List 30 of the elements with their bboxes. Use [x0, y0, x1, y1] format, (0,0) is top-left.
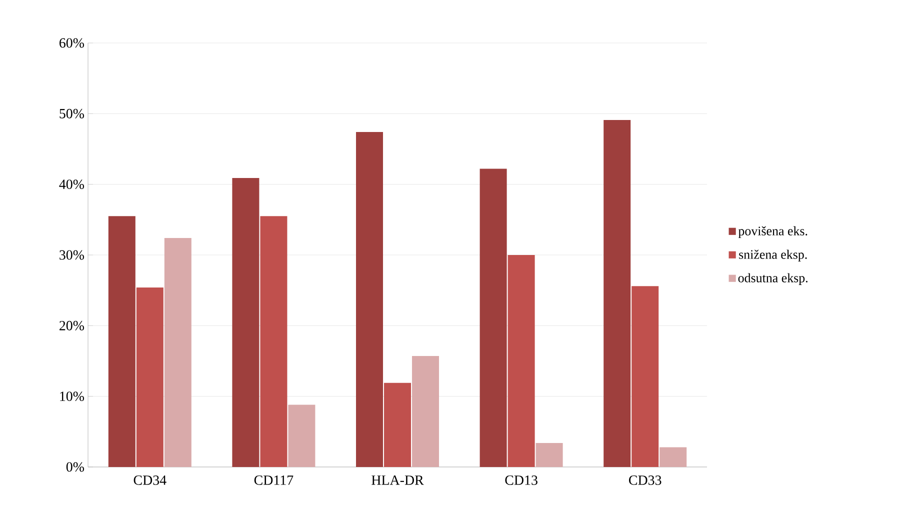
bar	[660, 447, 687, 467]
y-tick-label: 40%	[59, 180, 84, 190]
bar	[604, 120, 631, 467]
y-tick-label: 10%	[60, 392, 84, 402]
x-tick-label: CD13	[505, 476, 538, 485]
y-tick-label: 20%	[60, 320, 84, 330]
legend-label: povišena eks.	[738, 226, 808, 238]
x-tick-label: CD33	[629, 476, 662, 485]
legend-label: snižena eksp.	[739, 250, 807, 262]
bar	[480, 168, 507, 467]
bar	[108, 216, 136, 467]
bar	[508, 254, 535, 467]
legend-label: odsutna eksp.	[738, 273, 808, 285]
x-tick-label: CD117	[254, 476, 294, 485]
bar	[356, 132, 384, 467]
bar	[536, 442, 563, 467]
bar	[136, 287, 164, 467]
x-tick-label: CD34	[134, 476, 166, 485]
y-tick-label: 0%	[66, 462, 84, 472]
y-tick-label: 50%	[60, 108, 84, 118]
y-tick-label: 30%	[60, 250, 84, 260]
y-tick-label: 60%	[60, 38, 84, 48]
bar	[384, 382, 412, 467]
bar	[232, 178, 260, 467]
bar	[260, 216, 288, 467]
bar	[164, 238, 192, 467]
bar	[632, 286, 659, 467]
x-tick-label: HLA-DR	[372, 475, 424, 485]
bar	[412, 356, 440, 467]
bar	[288, 404, 316, 467]
